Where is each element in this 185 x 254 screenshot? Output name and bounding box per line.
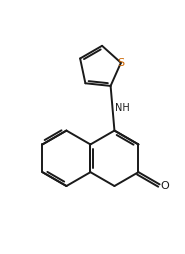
Text: O: O [160,181,169,191]
Text: NH: NH [115,103,130,113]
Text: S: S [117,58,125,68]
